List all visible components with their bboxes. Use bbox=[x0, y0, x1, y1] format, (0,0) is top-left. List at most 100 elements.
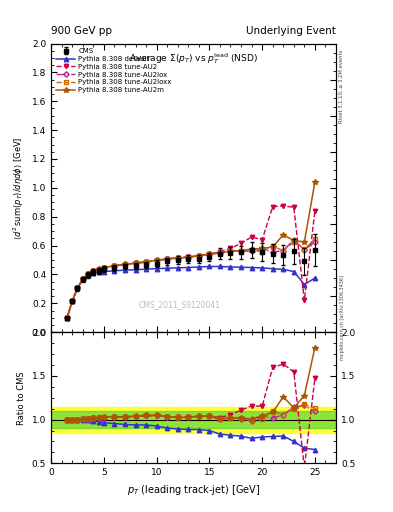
Pythia 8.308 tune-AU2loxx bbox=[123, 261, 127, 267]
Pythia 8.308 default bbox=[196, 264, 201, 270]
Pythia 8.308 tune-AU2m bbox=[144, 259, 149, 265]
Pythia 8.308 default bbox=[270, 266, 275, 272]
Pythia 8.308 tune-AU2 bbox=[249, 234, 254, 240]
Pythia 8.308 tune-AU2 bbox=[186, 254, 191, 260]
Pythia 8.308 tune-AU2m bbox=[218, 250, 222, 256]
Pythia 8.308 tune-AU2 bbox=[101, 265, 106, 271]
Pythia 8.308 tune-AU2lox bbox=[196, 252, 201, 259]
Pythia 8.308 tune-AU2m bbox=[249, 246, 254, 252]
Pythia 8.308 tune-AU2lox bbox=[91, 268, 95, 274]
Pythia 8.308 tune-AU2lox bbox=[133, 260, 138, 266]
Pythia 8.308 tune-AU2lox bbox=[270, 249, 275, 255]
Pythia 8.308 tune-AU2lox bbox=[207, 251, 212, 258]
Pythia 8.308 tune-AU2lox bbox=[123, 261, 127, 267]
Pythia 8.308 tune-AU2 bbox=[239, 240, 243, 246]
Line: Pythia 8.308 tune-AU2loxx: Pythia 8.308 tune-AU2loxx bbox=[65, 237, 317, 321]
Pythia 8.308 default bbox=[239, 264, 243, 270]
Pythia 8.308 tune-AU2lox bbox=[292, 237, 296, 243]
Pythia 8.308 tune-AU2lox bbox=[239, 248, 243, 254]
Pythia 8.308 tune-AU2m bbox=[70, 298, 75, 304]
Pythia 8.308 tune-AU2loxx bbox=[154, 257, 159, 263]
Pythia 8.308 default bbox=[186, 264, 191, 270]
Pythia 8.308 tune-AU2loxx bbox=[101, 265, 106, 271]
Pythia 8.308 tune-AU2loxx bbox=[292, 239, 296, 245]
Pythia 8.308 tune-AU2lox bbox=[64, 315, 69, 322]
Legend: CMS, Pythia 8.308 default, Pythia 8.308 tune-AU2, Pythia 8.308 tune-AU2lox, Pyth: CMS, Pythia 8.308 default, Pythia 8.308 … bbox=[55, 47, 173, 94]
Pythia 8.308 tune-AU2loxx bbox=[75, 285, 80, 291]
Pythia 8.308 tune-AU2lox bbox=[186, 254, 191, 260]
Pythia 8.308 tune-AU2 bbox=[175, 254, 180, 261]
Pythia 8.308 tune-AU2m bbox=[270, 244, 275, 250]
Pythia 8.308 tune-AU2m bbox=[292, 238, 296, 244]
Pythia 8.308 tune-AU2lox bbox=[101, 265, 106, 271]
Pythia 8.308 default bbox=[133, 267, 138, 273]
Line: Pythia 8.308 default: Pythia 8.308 default bbox=[65, 264, 317, 321]
Pythia 8.308 tune-AU2m bbox=[281, 231, 286, 238]
Pythia 8.308 tune-AU2m bbox=[64, 315, 69, 322]
Pythia 8.308 tune-AU2m bbox=[239, 247, 243, 253]
Y-axis label: $\langle d^2\,{\rm sum}(p_T)/d\eta d\phi\rangle$ [GeV]: $\langle d^2\,{\rm sum}(p_T)/d\eta d\phi… bbox=[12, 136, 26, 240]
Pythia 8.308 tune-AU2m bbox=[302, 239, 307, 245]
Pythia 8.308 tune-AU2 bbox=[64, 315, 69, 322]
Bar bbox=[51, 407, 336, 433]
Pythia 8.308 tune-AU2m bbox=[101, 265, 106, 271]
Pythia 8.308 default bbox=[207, 263, 212, 269]
Pythia 8.308 default bbox=[218, 263, 222, 269]
Pythia 8.308 tune-AU2 bbox=[260, 237, 264, 243]
Pythia 8.308 tune-AU2loxx bbox=[86, 271, 90, 278]
Pythia 8.308 tune-AU2 bbox=[70, 298, 75, 304]
Text: Average $\Sigma(p_T)$ vs $p_T^{\rm lead}$ (NSD): Average $\Sigma(p_T)$ vs $p_T^{\rm lead}… bbox=[129, 51, 258, 66]
Pythia 8.308 tune-AU2loxx bbox=[64, 315, 69, 322]
Pythia 8.308 tune-AU2m bbox=[123, 261, 127, 267]
Pythia 8.308 tune-AU2loxx bbox=[144, 259, 149, 265]
Pythia 8.308 tune-AU2m bbox=[196, 252, 201, 259]
Text: 900 GeV pp: 900 GeV pp bbox=[51, 26, 112, 36]
Pythia 8.308 tune-AU2 bbox=[75, 285, 80, 291]
Pythia 8.308 tune-AU2loxx bbox=[196, 252, 201, 259]
Pythia 8.308 default bbox=[154, 266, 159, 272]
Pythia 8.308 tune-AU2lox bbox=[260, 246, 264, 252]
Pythia 8.308 default bbox=[64, 315, 69, 322]
Pythia 8.308 tune-AU2lox bbox=[81, 276, 85, 282]
Pythia 8.308 tune-AU2m bbox=[228, 248, 233, 254]
Pythia 8.308 tune-AU2loxx bbox=[228, 248, 233, 254]
Pythia 8.308 default bbox=[96, 269, 101, 275]
Pythia 8.308 default bbox=[86, 272, 90, 278]
Pythia 8.308 tune-AU2loxx bbox=[133, 260, 138, 266]
Pythia 8.308 tune-AU2loxx bbox=[175, 254, 180, 261]
Pythia 8.308 tune-AU2 bbox=[123, 262, 127, 268]
Pythia 8.308 tune-AU2loxx bbox=[112, 263, 117, 269]
Pythia 8.308 tune-AU2loxx bbox=[186, 254, 191, 260]
Pythia 8.308 default bbox=[75, 285, 80, 291]
Pythia 8.308 default bbox=[249, 264, 254, 270]
Pythia 8.308 tune-AU2m bbox=[91, 268, 95, 274]
Pythia 8.308 tune-AU2lox bbox=[175, 255, 180, 261]
Pythia 8.308 tune-AU2 bbox=[196, 253, 201, 259]
Pythia 8.308 tune-AU2lox bbox=[96, 266, 101, 272]
Pythia 8.308 default bbox=[292, 268, 296, 274]
Pythia 8.308 tune-AU2loxx bbox=[96, 266, 101, 272]
Pythia 8.308 tune-AU2lox bbox=[70, 298, 75, 304]
Pythia 8.308 tune-AU2m bbox=[112, 263, 117, 269]
Pythia 8.308 tune-AU2lox bbox=[302, 247, 307, 253]
Pythia 8.308 tune-AU2loxx bbox=[249, 247, 254, 253]
Pythia 8.308 tune-AU2 bbox=[302, 297, 307, 304]
Pythia 8.308 tune-AU2 bbox=[292, 204, 296, 210]
Pythia 8.308 tune-AU2lox bbox=[75, 285, 80, 291]
Pythia 8.308 tune-AU2 bbox=[281, 203, 286, 209]
Pythia 8.308 default bbox=[302, 282, 307, 288]
Pythia 8.308 tune-AU2m bbox=[175, 255, 180, 261]
Pythia 8.308 tune-AU2m bbox=[312, 179, 317, 185]
Line: Pythia 8.308 tune-AU2lox: Pythia 8.308 tune-AU2lox bbox=[65, 238, 317, 321]
Pythia 8.308 tune-AU2 bbox=[81, 276, 85, 282]
Pythia 8.308 default bbox=[101, 268, 106, 274]
Line: Pythia 8.308 tune-AU2m: Pythia 8.308 tune-AU2m bbox=[64, 179, 318, 321]
Pythia 8.308 tune-AU2loxx bbox=[218, 250, 222, 256]
Pythia 8.308 tune-AU2 bbox=[270, 204, 275, 210]
X-axis label: $p_T$ (leading track-jet) [GeV]: $p_T$ (leading track-jet) [GeV] bbox=[127, 483, 260, 497]
Pythia 8.308 tune-AU2 bbox=[133, 261, 138, 267]
Pythia 8.308 tune-AU2 bbox=[228, 245, 233, 251]
Pythia 8.308 default bbox=[312, 275, 317, 281]
Pythia 8.308 default bbox=[70, 298, 75, 304]
Pythia 8.308 tune-AU2 bbox=[154, 258, 159, 264]
